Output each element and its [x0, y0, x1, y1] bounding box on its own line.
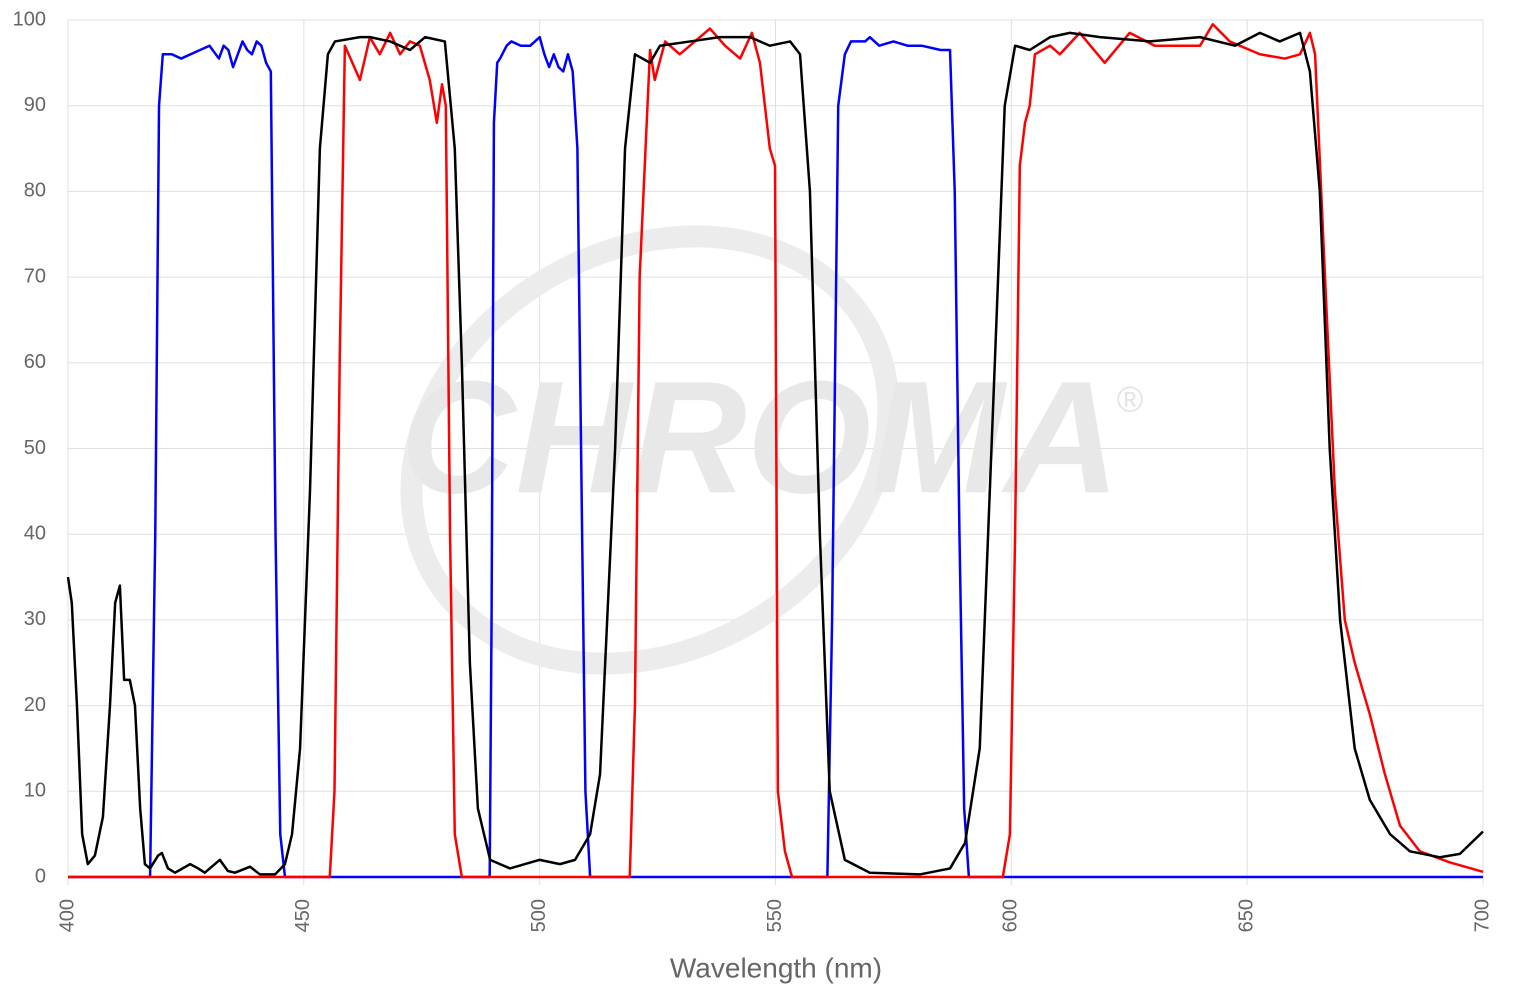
series-line — [68, 35, 1483, 879]
y-tick-label: 90 — [24, 94, 46, 116]
y-tick-label: 30 — [24, 608, 46, 630]
x-tick-label: 450 — [292, 899, 314, 932]
watermark-text: CHROMA — [400, 347, 1120, 526]
x-tick-label: 650 — [1235, 899, 1257, 932]
y-tick-label: 10 — [24, 780, 46, 802]
x-axis-title: Wavelength (nm) — [670, 952, 882, 983]
watermark-swoosh — [400, 225, 900, 675]
watermark-registered: ® — [1117, 379, 1144, 420]
x-tick-label: 400 — [56, 899, 78, 932]
y-tick-label: 70 — [24, 265, 46, 287]
watermark: CHROMA ® — [400, 225, 1144, 675]
x-tick-label: 700 — [1471, 899, 1493, 932]
y-tick-label: 80 — [24, 180, 46, 202]
y-tick-label: 60 — [24, 351, 46, 373]
y-tick-label: 40 — [24, 522, 46, 544]
x-tick-label: 550 — [764, 899, 786, 932]
y-tick-label: 20 — [24, 694, 46, 716]
y-tick-label: 0 — [35, 865, 46, 887]
x-tick-label: 600 — [1000, 899, 1022, 932]
series-line — [68, 23, 1484, 879]
series-line — [66, 31, 1484, 876]
y-tick-label: 50 — [24, 437, 46, 459]
y-tick-label: 100 — [13, 8, 46, 30]
x-tick-label: 500 — [528, 899, 550, 932]
